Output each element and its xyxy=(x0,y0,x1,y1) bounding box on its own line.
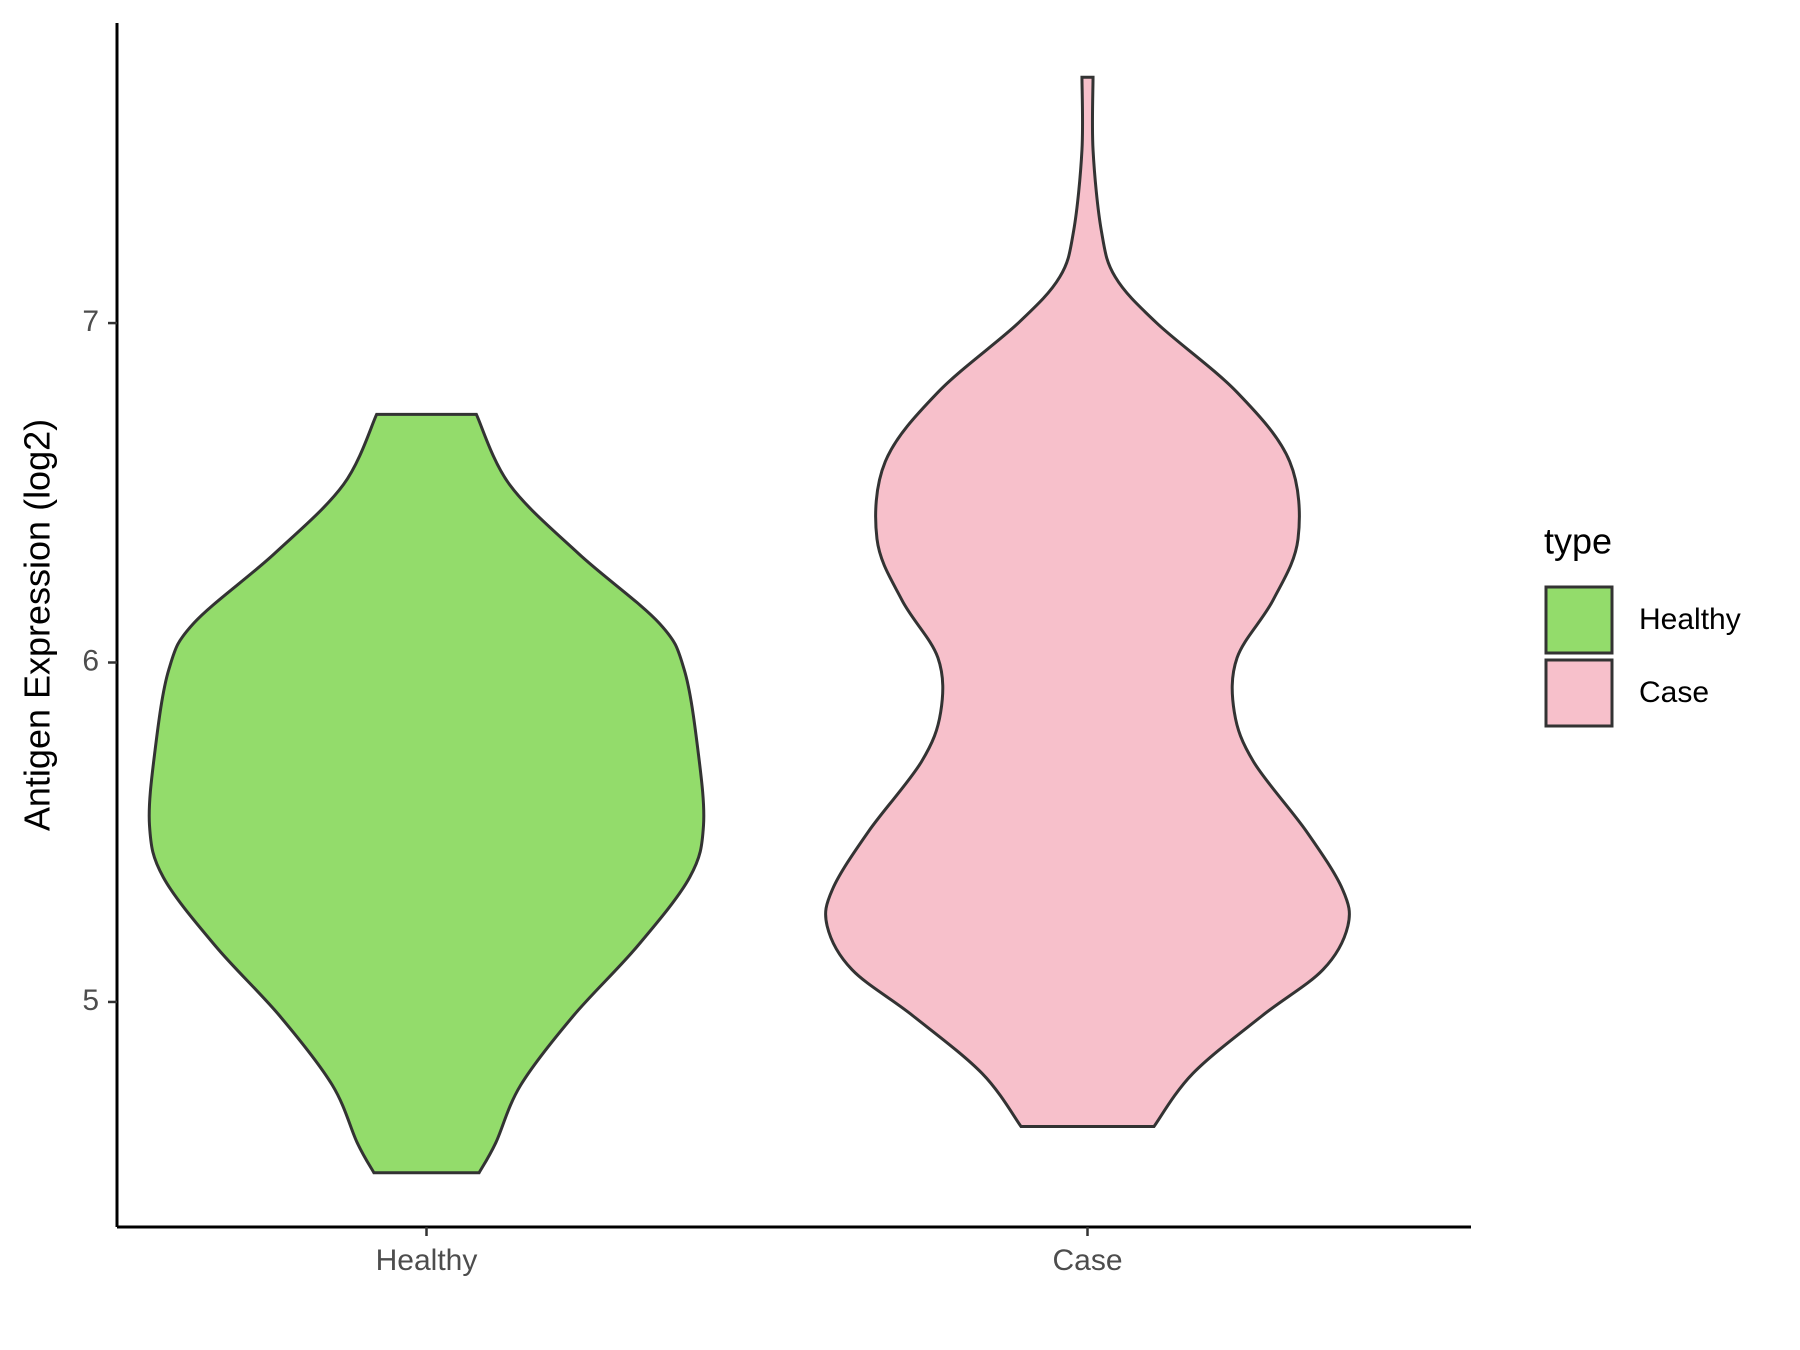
legend-swatch xyxy=(1544,585,1614,655)
y-tick-label: 6 xyxy=(82,644,99,677)
x-tick-label: Case xyxy=(1052,1244,1122,1277)
legend-label: Case xyxy=(1639,676,1709,709)
legend-label: Healthy xyxy=(1639,603,1741,636)
legend-swatch xyxy=(1544,658,1614,728)
y-tick-label: 5 xyxy=(82,984,99,1017)
y-axis-title: Antigen Expression (log2) xyxy=(17,419,58,831)
x-tick-label: Healthy xyxy=(376,1244,478,1277)
legend-title: type xyxy=(1544,521,1612,562)
y-tick-label: 7 xyxy=(82,305,99,338)
violin xyxy=(147,412,706,1175)
violin xyxy=(824,75,1351,1129)
